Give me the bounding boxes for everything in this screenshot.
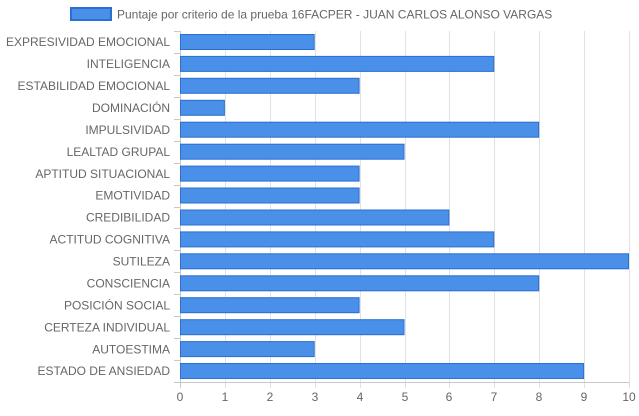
x-tick-label: 10 bbox=[622, 390, 636, 404]
category-labels: EXPRESIVIDAD EMOCIONAL INTELIGENCIA ESTABI… bbox=[6, 35, 170, 378]
bar[interactable] bbox=[180, 99, 225, 116]
category-label: EMOTIVIDAD bbox=[95, 189, 170, 203]
category-label: DOMINACIÓN bbox=[92, 100, 170, 115]
bar[interactable] bbox=[180, 297, 360, 314]
x-tick-label: 7 bbox=[491, 390, 498, 404]
bar[interactable] bbox=[180, 165, 360, 182]
bar[interactable] bbox=[180, 143, 405, 160]
bar[interactable] bbox=[180, 319, 405, 336]
x-tick-label: 2 bbox=[267, 390, 274, 404]
x-tick-labels: 0 1 2 3 4 5 6 7 8 9 10 bbox=[177, 390, 636, 404]
category-label: AUTOESTIMA bbox=[92, 342, 170, 356]
bar[interactable] bbox=[180, 187, 360, 204]
bar[interactable] bbox=[180, 34, 315, 50]
category-label: INTELIGENCIA bbox=[87, 57, 170, 71]
category-label: CONSCIENCIA bbox=[87, 277, 170, 291]
x-tick-label: 1 bbox=[222, 390, 229, 404]
category-label: ACTITUD COGNITIVA bbox=[50, 233, 170, 247]
bars bbox=[180, 34, 629, 379]
category-label: LEALTAD GRUPAL bbox=[67, 145, 171, 159]
legend-label[interactable]: Puntaje por criterio de la prueba 16FACP… bbox=[117, 8, 552, 22]
bar[interactable] bbox=[180, 121, 540, 138]
category-label: POSICIÓN SOCIAL bbox=[64, 297, 170, 312]
x-tick-label: 3 bbox=[312, 390, 319, 404]
x-tick-label: 6 bbox=[446, 390, 453, 404]
legend-swatch[interactable] bbox=[70, 7, 112, 21]
category-label: APTITUD SITUACIONAL bbox=[35, 167, 170, 181]
bar[interactable] bbox=[180, 341, 315, 358]
bar[interactable] bbox=[180, 209, 450, 226]
category-label: ESTABILIDAD EMOCIONAL bbox=[18, 79, 171, 93]
x-tick-label: 8 bbox=[536, 390, 543, 404]
x-tick-label: 9 bbox=[581, 390, 588, 404]
legend[interactable]: Puntaje por criterio de la prueba 16FACP… bbox=[70, 7, 552, 22]
x-tick-label: 4 bbox=[357, 390, 364, 404]
bar[interactable] bbox=[180, 231, 495, 248]
bar[interactable] bbox=[180, 275, 540, 292]
bar[interactable] bbox=[180, 77, 360, 94]
bar[interactable] bbox=[180, 363, 585, 379]
category-label: SUTILEZA bbox=[113, 255, 170, 269]
x-tick-label: 5 bbox=[402, 390, 409, 404]
category-label: CERTEZA INDIVIDUAL bbox=[44, 320, 170, 334]
category-label: CREDIBILIDAD bbox=[86, 211, 170, 225]
bar[interactable] bbox=[180, 253, 629, 270]
bar[interactable] bbox=[180, 55, 495, 72]
category-label: ESTADO DE ANSIEDAD bbox=[38, 364, 171, 378]
x-tick-label: 0 bbox=[177, 390, 184, 404]
category-label: IMPULSIVIDAD bbox=[85, 123, 170, 137]
category-label: EXPRESIVIDAD EMOCIONAL bbox=[6, 35, 170, 49]
